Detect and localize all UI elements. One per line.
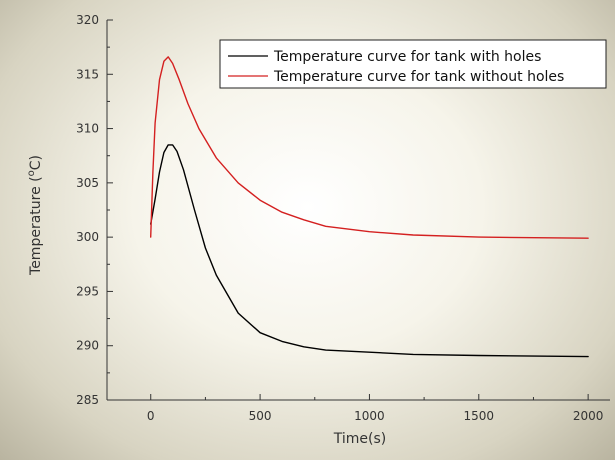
y-axis-label-superscript: o [26,170,37,176]
legend-box [219,39,607,89]
y-tick-label: 310 [76,122,99,136]
series-line-with-holes [150,144,589,358]
x-tick-label: 2000 [573,409,604,423]
series-lines [150,56,589,358]
legend-label-holes: Temperature curve for tank with holes [273,49,541,65]
y-axis-label: Temperature (oC) [26,155,44,276]
x-tick-label: 1500 [464,409,495,423]
series-line-without-holes [150,56,589,239]
y-tick-label: 295 [76,284,99,298]
y-tick-label: 305 [76,176,99,190]
y-axis-ticks: 285 290 295 300 305 310 315 320 [76,13,113,407]
y-tick-label: 290 [76,339,99,353]
x-tick-label: 0 [147,409,155,423]
legend: Temperature curve for tank with holes Te… [219,39,607,89]
x-tick-label: 500 [249,409,272,423]
y-tick-label: 285 [76,393,99,407]
legend-label-no-holes: Temperature curve for tank without holes [273,69,564,85]
y-tick-label: 315 [76,67,99,81]
y-tick-label: 320 [76,13,99,27]
y-tick-label: 300 [76,230,99,244]
x-axis-ticks: 0 500 1000 1500 2000 [147,394,603,423]
x-tick-label: 1000 [354,409,385,423]
x-axis-label: Time(s) [333,431,386,447]
